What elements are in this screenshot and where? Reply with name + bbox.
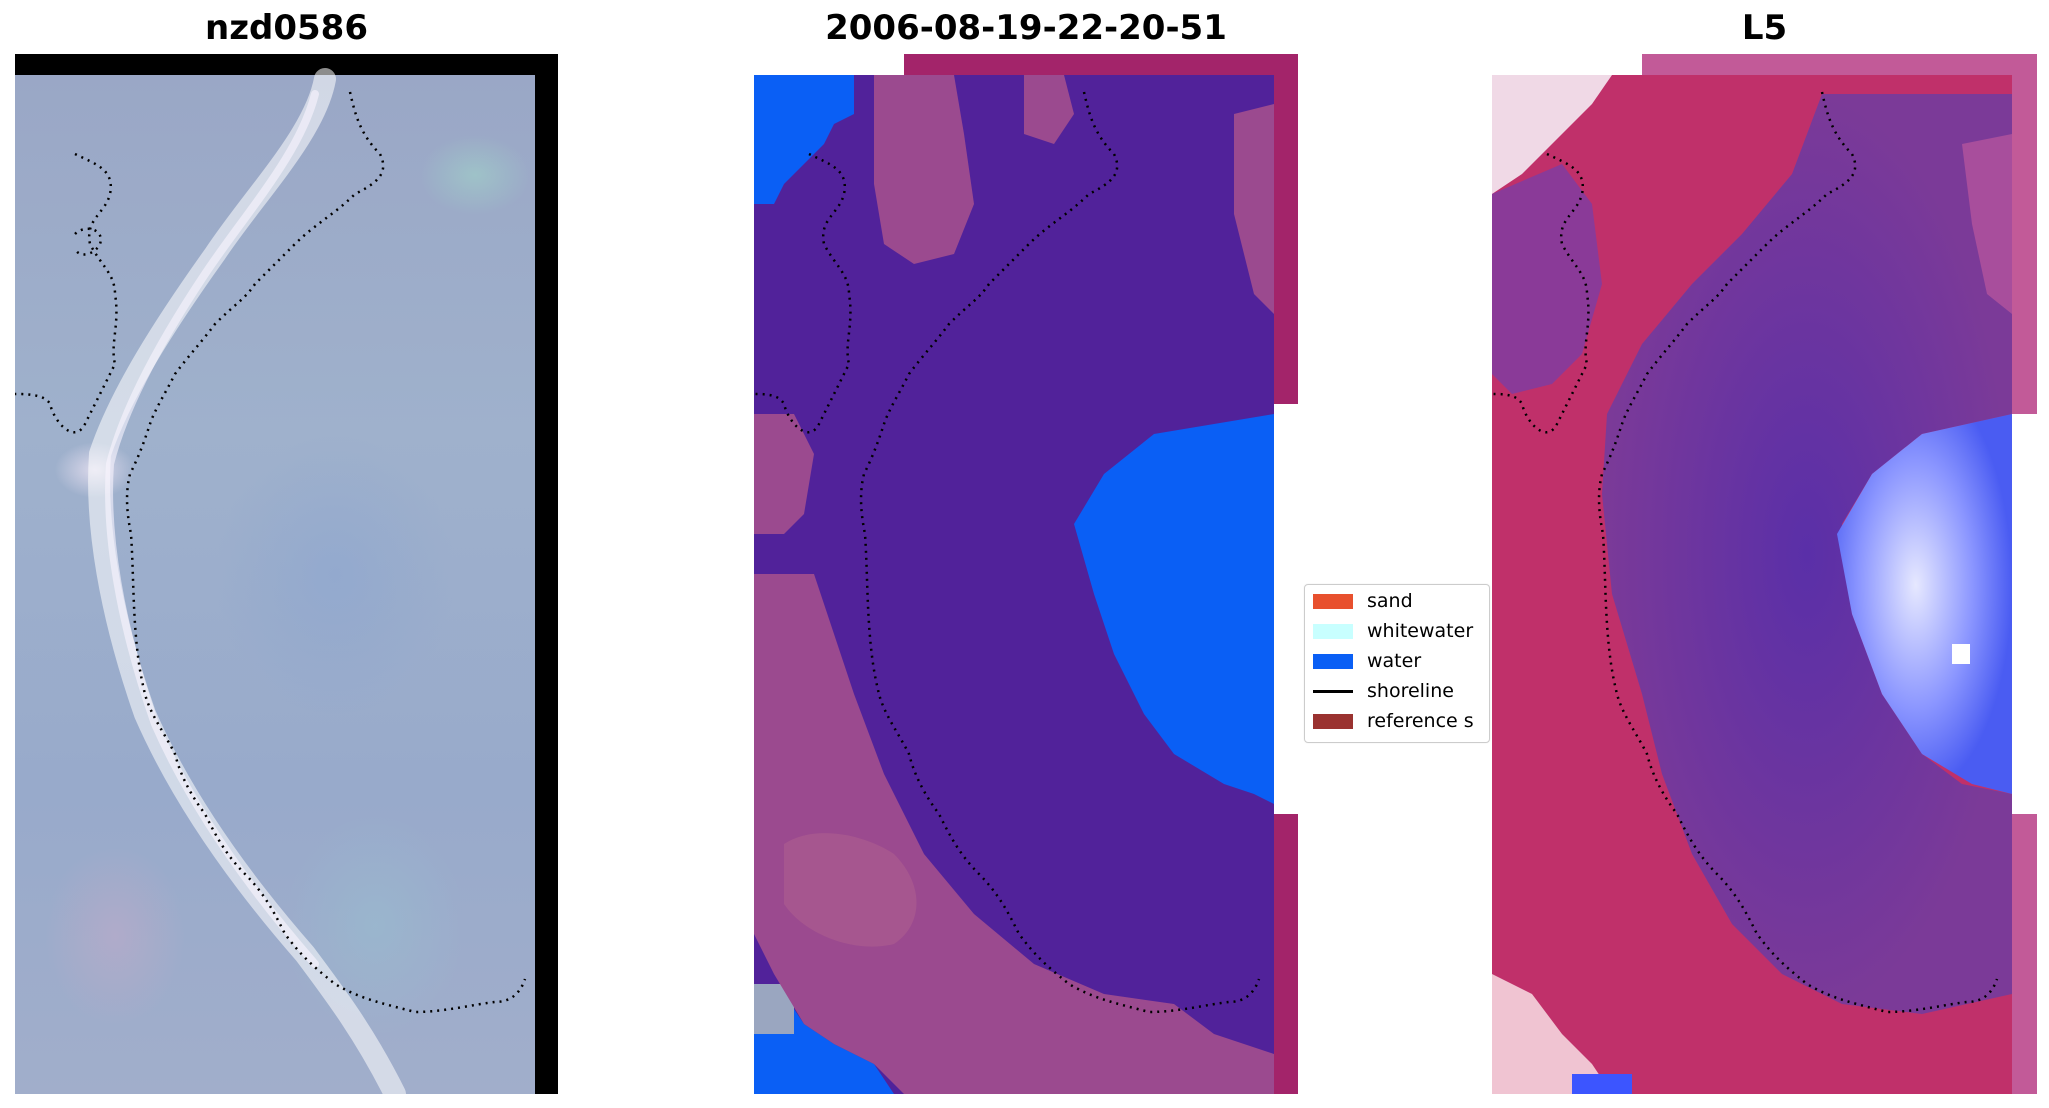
rgb-image-panel: [15, 54, 558, 1094]
beach-band: [88, 68, 406, 1094]
rgb-overlay: [15, 54, 558, 1094]
classified-image-panel: [754, 54, 1298, 1094]
nodata-border-lower: [1274, 814, 1298, 1094]
legend-swatch-water: [1313, 653, 1353, 669]
water-top-left: [754, 75, 854, 204]
legend-label-reference: reference s: [1367, 710, 1474, 732]
panel-title-rgb: nzd0586: [205, 8, 368, 48]
reference-shoreline-dotted-loop: [73, 227, 103, 256]
legend-item-reference: reference s: [1313, 707, 1474, 735]
legend-item-water: water: [1313, 647, 1421, 675]
legend-item-whitewater: whitewater: [1313, 617, 1473, 645]
legend-label-sand: sand: [1367, 590, 1413, 612]
heat-blue-spot-bottom: [1572, 1074, 1632, 1094]
legend-label-water: water: [1367, 650, 1422, 672]
legend-swatch-reference: [1313, 713, 1353, 729]
water-right: [1074, 414, 1274, 804]
heat-corner-bl: [1492, 974, 1612, 1094]
panel-title-classified: 2006-08-19-22-20-51: [825, 8, 1227, 48]
heat-purple-left: [1492, 164, 1602, 394]
nodata-right: [535, 54, 558, 1094]
heat-border-lower: [2012, 814, 2037, 1094]
legend: sand whitewater water shoreline referenc…: [1304, 584, 1490, 743]
land-patch-top2: [1024, 75, 1074, 144]
heat-purple-strip: [1962, 134, 2012, 314]
l5-shoreline-branch: [1492, 152, 1590, 434]
classified-shoreline-branch: [754, 152, 852, 434]
legend-label-whitewater: whitewater: [1367, 620, 1474, 642]
land-patch-left: [754, 414, 814, 534]
heat-corner-tl: [1492, 75, 1612, 194]
heat-purple-interior: [1602, 94, 2012, 1014]
legend-item-sand: sand: [1313, 587, 1413, 615]
l5-overlay: [1492, 54, 2037, 1094]
heat-blue-lens: [1837, 414, 2012, 794]
panel-title-l5: L5: [1741, 8, 1788, 48]
legend-label-shoreline: shoreline: [1367, 680, 1454, 702]
land-patch-right-top: [1234, 104, 1274, 314]
land-patch-top: [874, 75, 974, 264]
beach-band-core: [105, 90, 319, 968]
reference-shoreline-dotted: [125, 91, 527, 1014]
heat-white-spot: [1952, 644, 1970, 664]
legend-swatch-whitewater: [1313, 623, 1353, 639]
land-patch-bottom-inner: [784, 833, 917, 947]
l5-heatmap-panel: [1492, 54, 2037, 1094]
classified-overlay: [754, 54, 1298, 1094]
reference-shoreline-dotted-branch: [15, 152, 118, 434]
legend-swatch-sand: [1313, 593, 1353, 609]
legend-item-shoreline: shoreline: [1313, 677, 1454, 705]
land-patch-bottom: [754, 574, 1274, 1094]
legend-line-shoreline: [1313, 689, 1353, 693]
